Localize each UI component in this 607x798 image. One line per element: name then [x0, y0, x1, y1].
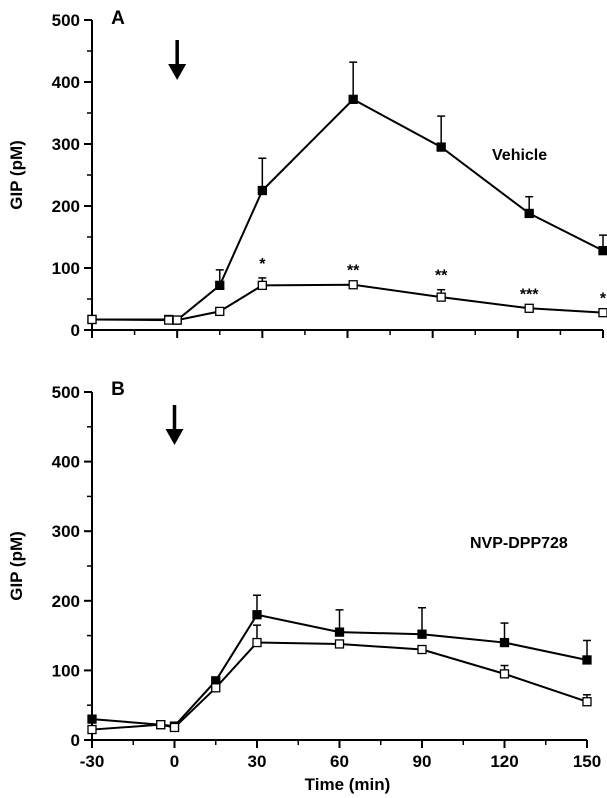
y-axis-title: GIP (pM) — [7, 140, 26, 210]
y-tick-label: 300 — [52, 135, 80, 154]
series-annotation: NVP-DPP728 — [470, 535, 568, 552]
series-line — [91, 641, 588, 731]
data-point — [163, 315, 174, 325]
data-point — [348, 280, 358, 290]
data-point — [215, 280, 225, 291]
significance-marker: *** — [520, 286, 539, 303]
significance-marker: ** — [435, 268, 448, 285]
data-point — [524, 208, 534, 219]
data-point — [499, 637, 510, 648]
data-point — [169, 722, 180, 733]
data-point — [417, 629, 427, 639]
data-point — [211, 683, 221, 693]
data-point — [172, 315, 182, 325]
series-open — [87, 624, 592, 735]
data-point — [252, 637, 262, 648]
y-tick-label: 400 — [52, 73, 80, 92]
y-tick-label: 100 — [52, 259, 80, 278]
y-tick-label: 200 — [52, 592, 80, 611]
arrow-head — [165, 429, 184, 445]
y-tick-label: 500 — [52, 11, 80, 30]
arrow-head — [168, 64, 187, 80]
data-point — [215, 306, 225, 317]
data-point — [417, 644, 427, 655]
data-point — [334, 639, 345, 649]
significance-marker: ** — [347, 263, 360, 280]
significance-marker: * — [259, 256, 266, 273]
x-axis-title: Time (min) — [305, 775, 391, 794]
y-tick-label: 400 — [52, 453, 80, 472]
data-point — [524, 303, 534, 313]
data-point — [582, 697, 592, 707]
x-tick-label: 120 — [490, 752, 518, 771]
panel-letter: A — [111, 8, 125, 29]
data-point — [257, 185, 267, 196]
data-point — [436, 142, 446, 152]
data-point — [598, 245, 607, 256]
data-point — [252, 610, 262, 620]
series-annotation: Vehicle — [492, 147, 547, 164]
y-tick-label: 200 — [52, 197, 80, 216]
data-point — [87, 724, 97, 735]
data-point — [348, 94, 358, 105]
y-tick-label: 0 — [71, 731, 80, 750]
data-point — [87, 314, 97, 325]
panel-letter: B — [111, 379, 125, 400]
y-tick-label: 300 — [52, 522, 80, 541]
data-point — [582, 655, 592, 665]
y-tick-label: 0 — [71, 321, 80, 340]
data-point — [257, 280, 267, 291]
x-tick-label: 60 — [330, 752, 349, 771]
series-filled — [87, 594, 592, 731]
y-tick-label: 100 — [52, 661, 80, 680]
data-point — [87, 714, 97, 724]
data-point — [334, 627, 345, 637]
significance-marker: * — [600, 291, 607, 308]
x-tick-label: 0 — [170, 752, 179, 771]
x-tick-label: 150 — [573, 752, 601, 771]
series-open — [87, 277, 607, 325]
x-tick-label: -30 — [80, 752, 105, 771]
y-axis-title: GIP (pM) — [7, 531, 26, 601]
x-tick-label: 90 — [413, 752, 432, 771]
data-point — [598, 307, 607, 318]
y-tick-label: 500 — [52, 383, 80, 402]
x-tick-label: 30 — [248, 752, 267, 771]
data-point — [436, 292, 446, 302]
data-point — [156, 720, 166, 730]
data-point — [499, 669, 510, 679]
